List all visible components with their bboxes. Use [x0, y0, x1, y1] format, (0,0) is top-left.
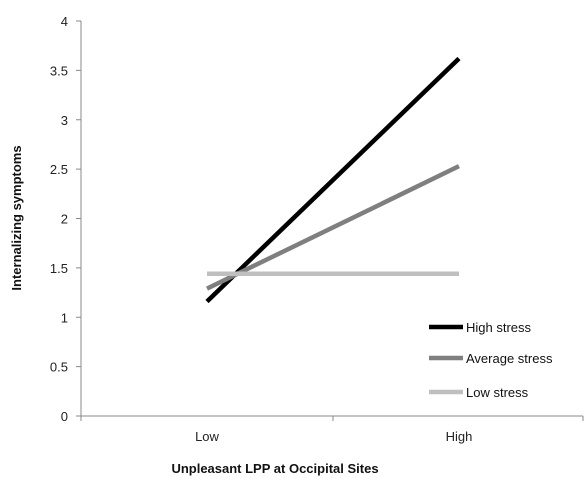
y-tick-label: 0.5 [50, 360, 68, 375]
y-tick-label: 1.5 [50, 261, 68, 276]
x-axis-title: Unpleasant LPP at Occipital Sites [171, 461, 378, 476]
y-tick-label: 0 [61, 409, 68, 424]
y-tick-label: 1 [61, 310, 68, 325]
legend-label: Average stress [466, 351, 553, 366]
x-tick-label: Low [195, 429, 219, 444]
legend-label: High stress [466, 320, 532, 335]
x-ticks: Low High [80, 416, 584, 444]
y-tick-label: 3.5 [50, 63, 68, 78]
y-tick-label: 4 [61, 14, 68, 29]
x-tick-label: High [446, 429, 473, 444]
y-tick-label: 2 [61, 212, 68, 227]
series-line-average-stress [206, 164, 460, 291]
series-line-high-stress [205, 56, 461, 304]
legend: High stress Average stress Low stress [429, 320, 553, 400]
series-lines [205, 56, 461, 304]
legend-label: Low stress [466, 385, 529, 400]
y-tick-label: 3 [61, 113, 68, 128]
y-tick-label: 2.5 [50, 162, 68, 177]
y-axis-title: Internalizing symptoms [9, 145, 24, 290]
y-ticks: 0 0.5 1 1.5 2 2.5 3 3.5 4 [50, 14, 81, 424]
